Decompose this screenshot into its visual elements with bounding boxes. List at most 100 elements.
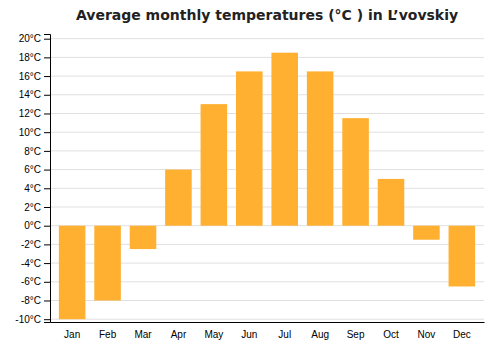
y-tick: 20°C — [19, 33, 50, 44]
x-tick-label: Sep — [347, 329, 365, 340]
y-tick-label: 20°C — [19, 33, 41, 44]
y-tick-label: -8°C — [21, 295, 41, 306]
y-tick-label: -2°C — [21, 239, 41, 250]
y-tick-mark — [44, 188, 50, 189]
y-tick-mark — [44, 207, 50, 208]
y-tick-label: 2°C — [24, 202, 41, 213]
bar — [342, 118, 369, 226]
bar — [59, 226, 86, 320]
y-tick-mark — [44, 151, 50, 152]
y-tick-label: 10°C — [19, 127, 41, 138]
y-axis: -10°C -8°C -6°C -4°C -2°C 0°C 2°C 4°C 6°C 8°C 10°C… — [15, 33, 50, 325]
y-tick: 14°C — [19, 89, 50, 100]
y-tick: -6°C — [21, 276, 50, 287]
y-tick: 2°C — [24, 202, 50, 213]
x-tick-label: Mar — [134, 329, 152, 340]
x-tick-label: May — [204, 329, 223, 340]
bar — [307, 71, 334, 225]
grid-line — [50, 38, 484, 39]
y-tick: 10°C — [19, 127, 50, 138]
y-tick-mark — [44, 57, 50, 58]
grid-line — [50, 150, 484, 151]
x-tick-label: Jan — [64, 329, 80, 340]
chart: -10°C -8°C -6°C -4°C -2°C 0°C 2°C 4°C 6°C 8°C 10°C… — [0, 0, 500, 350]
y-tick-mark — [44, 170, 50, 171]
y-tick-label: 18°C — [19, 52, 41, 63]
y-tick: 12°C — [19, 108, 50, 119]
plot: -10°C -8°C -6°C -4°C -2°C 0°C 2°C 4°C 6°C 8°C 10°C… — [15, 33, 484, 340]
bar — [413, 226, 440, 240]
y-tick-label: 8°C — [24, 146, 41, 157]
y-tick-label: 6°C — [24, 164, 41, 175]
x-tick: Sep — [347, 329, 365, 340]
grid — [50, 39, 484, 320]
x-tick: Jul — [278, 329, 291, 340]
bar — [165, 170, 192, 226]
bar — [236, 71, 263, 225]
x-tick: Dec — [453, 329, 471, 340]
x-tick-label: Nov — [418, 329, 436, 340]
y-tick-label: 12°C — [19, 108, 41, 119]
y-tick-label: 4°C — [24, 183, 41, 194]
x-tick-label: Apr — [171, 329, 187, 340]
y-tick-label: 0°C — [24, 220, 41, 231]
y-tick: -4°C — [21, 258, 50, 269]
y-tick-label: -4°C — [21, 258, 41, 269]
y-axis-line — [44, 35, 51, 323]
y-tick: 18°C — [19, 52, 50, 63]
bar — [201, 104, 228, 226]
y-tick-label: -10°C — [15, 314, 41, 325]
y-tick-mark — [44, 113, 50, 114]
bar — [449, 226, 476, 287]
x-tick: Jun — [241, 329, 257, 340]
x-axis: Jan Feb Mar Apr May Jun Jul Aug Sep Oct Nov Dec — [51, 323, 485, 341]
y-tick-mark — [44, 226, 50, 227]
grid-line — [50, 206, 484, 207]
y-tick: -8°C — [21, 295, 50, 306]
bar — [94, 226, 121, 301]
y-tick-mark — [44, 76, 50, 77]
y-tick-mark — [44, 300, 50, 301]
bar — [378, 179, 405, 226]
x-tick: May — [204, 329, 223, 340]
y-tick: 0°C — [24, 220, 50, 231]
x-tick-label: Aug — [311, 329, 329, 340]
x-tick-label: Feb — [99, 329, 117, 340]
y-tick-mark — [44, 132, 50, 133]
y-tick-mark — [44, 244, 50, 245]
x-tick: Mar — [134, 329, 152, 340]
y-tick-mark — [44, 95, 50, 96]
y-tick-label: -6°C — [21, 276, 41, 287]
y-tick: 4°C — [24, 183, 50, 194]
y-tick-label: 14°C — [19, 89, 41, 100]
y-tick: -10°C — [15, 314, 50, 325]
grid-line — [50, 132, 484, 133]
y-tick: -2°C — [21, 239, 50, 250]
grid-line — [50, 169, 484, 170]
y-tick: 16°C — [19, 71, 50, 82]
x-tick-label: Jul — [278, 329, 291, 340]
x-tick: Aug — [311, 329, 329, 340]
y-tick-mark — [44, 282, 50, 283]
grid-line — [50, 319, 484, 320]
y-tick-mark — [44, 39, 50, 40]
title: Average monthly temperatures (°C ) in L’… — [76, 7, 458, 23]
x-tick: Apr — [171, 329, 187, 340]
x-tick-label: Jun — [241, 329, 257, 340]
bars — [59, 53, 475, 319]
x-tick: Jan — [64, 329, 80, 340]
y-tick: 6°C — [24, 164, 50, 175]
x-tick-label: Oct — [383, 329, 399, 340]
bar — [271, 53, 298, 226]
x-tick: Oct — [383, 329, 399, 340]
y-tick-mark — [44, 263, 50, 264]
x-tick: Nov — [418, 329, 436, 340]
grid-line — [50, 188, 484, 189]
x-axis-line — [51, 322, 485, 323]
y-tick: 8°C — [24, 146, 50, 157]
x-tick-label: Dec — [453, 329, 471, 340]
grid-line — [50, 113, 484, 114]
y-tick-label: 16°C — [19, 71, 41, 82]
grid-line — [50, 76, 484, 77]
bar — [130, 226, 157, 249]
